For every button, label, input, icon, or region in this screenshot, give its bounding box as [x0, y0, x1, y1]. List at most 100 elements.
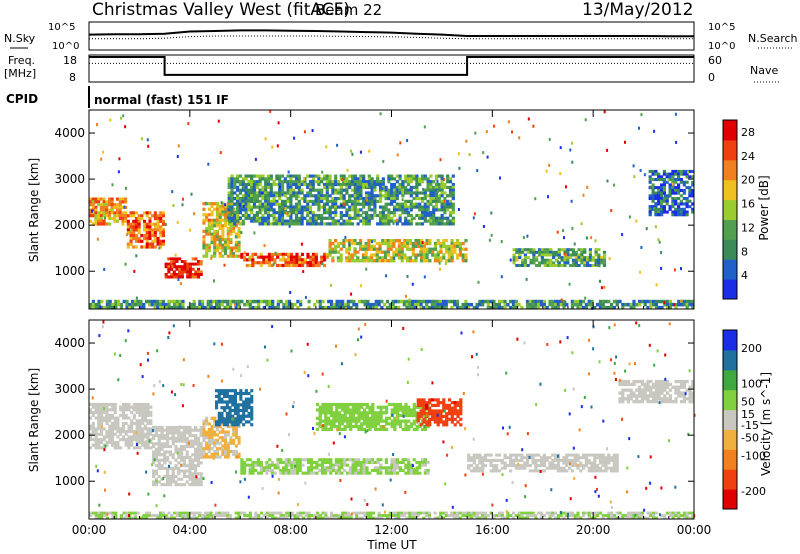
- heatmap-cell: [437, 219, 441, 223]
- heatmap-cell: [682, 188, 686, 192]
- heatmap-cell: [322, 222, 327, 226]
- heatmap-cell: [314, 174, 318, 178]
- scatter-echo: [608, 257, 611, 261]
- heatmap-cell: [264, 197, 268, 201]
- heatmap-cell: [168, 428, 172, 432]
- heatmap-cell: [105, 222, 109, 226]
- heatmap-cell: [220, 417, 224, 421]
- heatmap-cell: [91, 211, 95, 215]
- scatter-echo: [272, 262, 275, 266]
- heatmap-cell: [662, 172, 666, 176]
- heatmap-cell: [409, 468, 414, 472]
- heatmap-cell: [97, 203, 101, 207]
- heatmap-cell: [202, 425, 206, 429]
- heatmap-cell: [423, 211, 427, 215]
- heatmap-cell: [242, 408, 246, 413]
- heatmap-cell: [426, 213, 430, 218]
- heatmap-cell: [300, 205, 304, 209]
- scatter-echo: [490, 233, 493, 237]
- heatmap-cell: [320, 466, 325, 470]
- heatmap-cell: [492, 469, 496, 473]
- scatter-echo: [638, 126, 640, 130]
- heatmap-cell: [387, 402, 391, 407]
- heatmap-cell: [514, 456, 518, 460]
- heatmap-cell: [520, 458, 524, 462]
- heatmap-cell: [297, 222, 301, 226]
- heatmap-cell: [309, 255, 313, 259]
- heatmap-cell: [411, 253, 415, 257]
- heatmap-cell: [250, 400, 254, 404]
- heatmap-cell: [229, 229, 233, 233]
- scatter-echo: [117, 170, 120, 174]
- heatmap-cell: [411, 299, 415, 304]
- heatmap-cell: [679, 199, 683, 203]
- heatmap-cell: [662, 207, 666, 211]
- heatmap-cell: [336, 222, 341, 226]
- heatmap-cell: [221, 210, 225, 214]
- heatmap-cell: [171, 474, 175, 478]
- heatmap-cell: [100, 305, 104, 310]
- heatmap-cell: [548, 461, 552, 465]
- heatmap-cell: [239, 403, 243, 407]
- heatmap-cell: [363, 299, 367, 304]
- heatmap-cell: [674, 305, 678, 310]
- scatter-echo: [476, 169, 479, 173]
- heatmap-cell: [393, 471, 397, 475]
- heatmap-cell: [320, 460, 325, 464]
- heatmap-cell: [389, 241, 393, 246]
- heatmap-cell: [362, 466, 366, 470]
- heatmap-cell: [554, 466, 558, 470]
- heatmap-cell: [362, 414, 367, 418]
- heatmap-cell: [194, 436, 198, 440]
- heatmap-cell: [512, 261, 516, 265]
- heatmap-cell: [456, 239, 460, 243]
- heatmap-cell: [429, 174, 433, 178]
- heatmap-cell: [250, 219, 254, 223]
- heatmap-cell: [152, 425, 156, 429]
- heatmap-cell: [579, 469, 583, 473]
- heatmap-cell: [91, 427, 95, 431]
- heatmap-cell: [174, 483, 178, 487]
- heatmap-cell: [450, 305, 454, 310]
- heatmap-cell: [345, 222, 349, 226]
- heatmap-cell: [194, 466, 198, 470]
- heatmap-cell: [602, 258, 607, 262]
- heatmap-cell: [213, 422, 217, 426]
- heatmap-cell: [328, 216, 332, 220]
- scatter-echo: [603, 110, 606, 114]
- scatter-echo: [655, 202, 658, 206]
- heatmap-cell: [254, 261, 258, 265]
- heatmap-cell: [94, 402, 98, 406]
- heatmap-cell: [309, 258, 313, 262]
- heatmap-cell: [146, 411, 150, 415]
- heatmap-cell: [167, 257, 171, 261]
- heatmap-cell: [298, 255, 302, 259]
- heatmap-cell: [376, 419, 380, 423]
- heatmap-cell: [503, 456, 507, 460]
- heatmap-cell: [252, 188, 257, 192]
- heatmap-cell: [523, 264, 527, 267]
- heatmap-cell: [521, 261, 525, 265]
- heatmap-cell: [350, 188, 355, 192]
- heatmap-cell: [359, 241, 363, 246]
- heatmap-cell: [401, 182, 405, 187]
- heatmap-cell: [417, 244, 421, 248]
- heatmap-cell: [178, 275, 182, 279]
- heatmap-cell: [191, 257, 195, 261]
- heatmap-cell: [119, 302, 123, 307]
- heatmap-cell: [276, 252, 280, 256]
- heatmap-cell: [415, 205, 419, 209]
- heatmap-cell: [568, 458, 572, 462]
- heatmap-cell: [556, 305, 560, 310]
- heatmap-cell: [137, 239, 141, 243]
- heatmap-cell: [276, 302, 280, 307]
- heatmap-cell: [461, 259, 465, 263]
- scatter-echo: [399, 141, 402, 145]
- heatmap-cell: [688, 186, 692, 190]
- heatmap-cell: [392, 213, 397, 218]
- heatmap-cell: [583, 250, 587, 254]
- heatmap-cell: [597, 261, 601, 265]
- heatmap-cell: [188, 474, 192, 478]
- scatter-echo: [366, 184, 369, 188]
- heatmap-cell: [433, 299, 437, 304]
